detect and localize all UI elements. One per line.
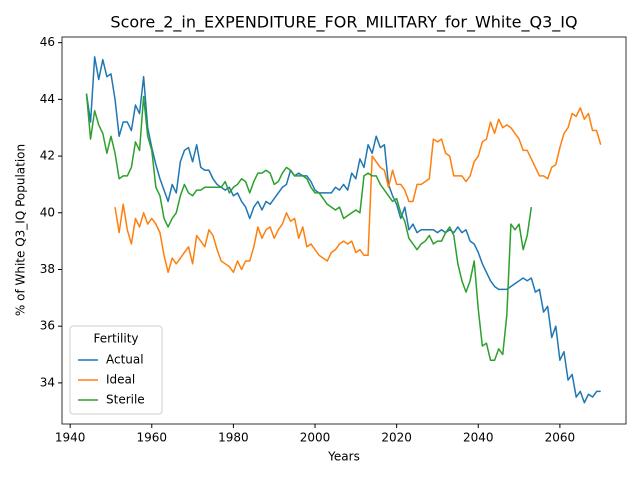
legend-title: Fertility <box>93 332 138 346</box>
line-series <box>114 107 602 274</box>
x-tick-label: 2040 <box>463 431 494 445</box>
legend-label: Sterile <box>106 393 145 407</box>
y-tick-label: 38 <box>40 262 55 276</box>
legend-label: Ideal <box>106 373 135 387</box>
y-axis-label: % of White Q3_IQ Population <box>14 144 28 316</box>
y-tick-label: 44 <box>40 92 55 106</box>
x-tick-label: 1980 <box>218 431 249 445</box>
y-tick-label: 36 <box>40 319 55 333</box>
chart-title: Score_2_in_EXPENDITURE_FOR_MILITARY_for_… <box>110 13 577 33</box>
line-series <box>85 56 601 404</box>
y-tick-label: 40 <box>40 205 55 219</box>
plot-frame <box>61 36 627 425</box>
line-series <box>85 93 533 361</box>
x-tick-label: 2000 <box>300 431 331 445</box>
legend-box <box>69 325 163 415</box>
x-tick-label: 2060 <box>545 431 576 445</box>
legend-label: Actual <box>106 353 144 367</box>
x-axis-label: Years <box>327 450 360 464</box>
y-tick-label: 34 <box>40 375 55 389</box>
y-tick-label: 42 <box>40 149 55 163</box>
x-tick-label: 1940 <box>55 431 86 445</box>
x-tick-label: 1960 <box>137 431 168 445</box>
x-tick-label: 2020 <box>381 431 412 445</box>
y-tick-label: 46 <box>40 35 55 49</box>
